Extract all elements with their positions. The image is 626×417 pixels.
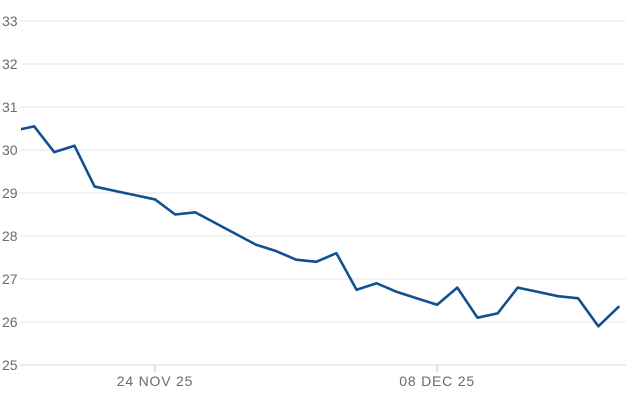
y-axis-label: 27 [2,271,18,287]
y-axis-label: 30 [2,142,18,158]
y-axis-label: 32 [2,56,18,72]
y-axis-label: 26 [2,314,18,330]
x-axis-label: 24 NOV 25 [117,373,193,389]
y-axis-label: 25 [2,357,18,373]
y-axis-label: 29 [2,185,18,201]
y-axis-label: 28 [2,228,18,244]
x-axis-label: 08 DEC 25 [399,373,475,389]
price-line-series [21,125,620,328]
y-axis-label: 33 [2,13,18,29]
y-axis-label: 31 [2,99,18,115]
